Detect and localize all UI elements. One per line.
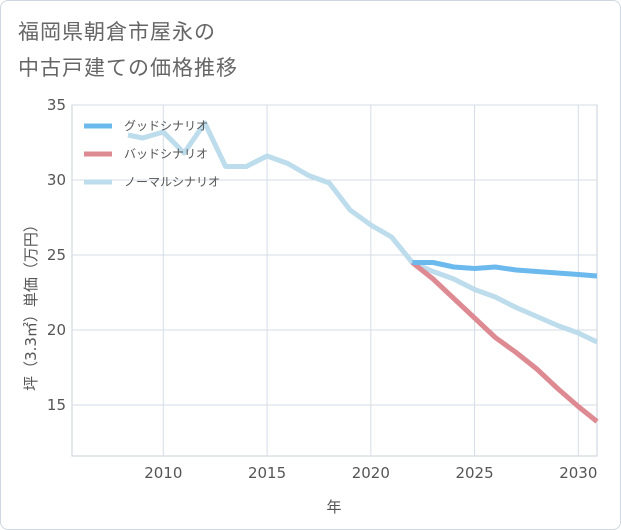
series-line-2 bbox=[127, 120, 599, 345]
x-tick-label: 2020 bbox=[352, 464, 390, 482]
legend-label-1: バッドシナリオ bbox=[124, 147, 208, 161]
x-tick-label: 2025 bbox=[455, 464, 493, 482]
grid-lines bbox=[72, 104, 597, 456]
plot-area bbox=[71, 104, 598, 457]
x-tick-label: 2010 bbox=[144, 464, 182, 482]
chart-title: 福岡県朝倉市屋永の 中古戸建ての価格推移 bbox=[18, 14, 238, 86]
y-tick-label: 25 bbox=[47, 246, 66, 264]
series-line-0 bbox=[412, 260, 598, 279]
x-tick-label: 2015 bbox=[248, 464, 286, 482]
title-line-2: 中古戸建ての価格推移 bbox=[18, 56, 238, 80]
y-axis-label: 坪（3.3㎡）単価（万円） bbox=[22, 217, 40, 391]
y-tick-label: 15 bbox=[47, 396, 66, 414]
y-tick-label: 35 bbox=[47, 96, 66, 114]
series-lines bbox=[127, 120, 599, 424]
title-line-1: 福岡県朝倉市屋永の bbox=[18, 20, 216, 44]
x-tick-label: 2030 bbox=[559, 464, 597, 482]
x-axis-label: 年 bbox=[326, 498, 341, 516]
legend-label-0: グッドシナリオ bbox=[124, 119, 208, 133]
series-line-1 bbox=[410, 260, 599, 424]
y-tick-label: 20 bbox=[47, 321, 66, 339]
y-tick-label: 30 bbox=[47, 171, 66, 189]
legend-label-2: ノーマルシナリオ bbox=[124, 175, 220, 189]
